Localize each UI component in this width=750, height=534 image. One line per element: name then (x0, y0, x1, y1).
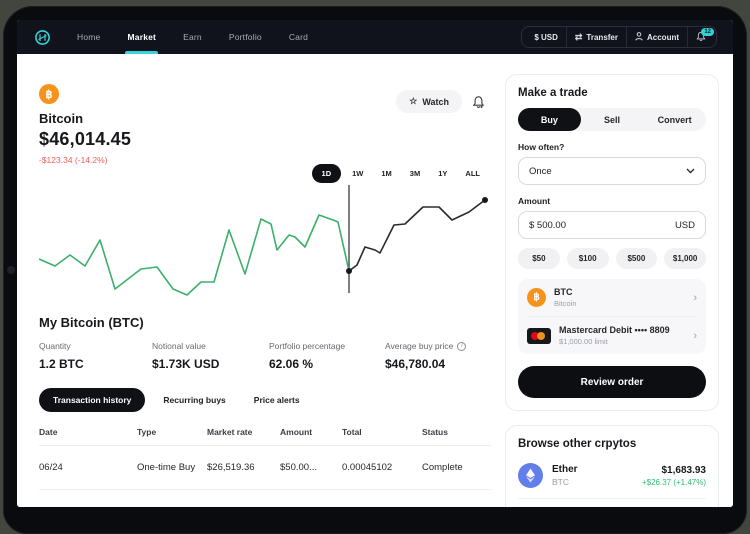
payment-name: Mastercard Debit •••• 8809 (559, 325, 670, 335)
chart-marker-end (482, 197, 488, 203)
buy-tab[interactable]: Buy (518, 108, 581, 131)
asset-detail-panel: ฿ Bitcoin $46,014.45 -$123.34 (-14.2%) ☆… (38, 64, 491, 507)
nav-item-earn[interactable]: Earn (183, 32, 202, 42)
notification-badge: 12 (701, 28, 714, 36)
range-1w[interactable]: 1W (345, 164, 370, 183)
tab-recurring-buys[interactable]: Recurring buys (153, 388, 235, 412)
nav-item-card[interactable]: Card (288, 32, 309, 42)
browse-cryptos-card: Browse other crpytos Ether BTC $1,683.93… (505, 425, 719, 507)
watch-label: Watch (422, 96, 449, 107)
how-often-label: How often? (518, 142, 565, 152)
info-icon[interactable]: i (457, 341, 467, 351)
amount-currency-label: USD (674, 219, 695, 231)
chart-marker-current (346, 268, 352, 274)
transaction-table: Date Type Market rate Amount Total Statu… (39, 420, 491, 507)
crypto-row-ether[interactable]: Ether BTC $1,683.93 +$26.37 (+1.47%) (518, 453, 706, 498)
nav-item-home[interactable]: Home (77, 32, 101, 42)
chart-projection-line (348, 199, 486, 272)
mastercard-icon (527, 327, 551, 344)
account-label: Account (647, 32, 679, 42)
quick-amount-1000[interactable]: $1,000 (664, 248, 706, 269)
tablet-side-button (7, 266, 15, 274)
payment-limit: $1,000.00 limit (559, 337, 608, 346)
price-alert-bell-button[interactable] (470, 93, 487, 111)
holdings-stats: Quantity 1.2 BTC Notional value $1.73K U… (39, 341, 491, 371)
nav-item-portfolio[interactable]: Portfolio (228, 32, 262, 42)
app-logo-icon[interactable] (33, 28, 51, 46)
trade-title: Make a trade (518, 87, 588, 99)
range-1y[interactable]: 1Y (431, 164, 454, 183)
top-nav: Home Market Earn Portfolio Card $ USD ⇄ … (17, 20, 733, 54)
chevron-right-icon: › (693, 329, 697, 342)
nav-utility-group: $ USD ⇄ Transfer Account 12 (521, 26, 717, 48)
asset-select-row[interactable]: ฿ BTC Bitcoin › (527, 279, 697, 316)
holdings-tabs: Transaction history Recurring buys Price… (39, 388, 491, 412)
stat-average-buy-price: Average buy price i $46,780.04 (385, 341, 467, 371)
range-all[interactable]: ALL (458, 164, 487, 183)
price-chart[interactable] (38, 181, 491, 299)
bitcoin-icon: ฿ (527, 288, 546, 307)
make-a-trade-card: Make a trade Buy Sell Convert How often?… (505, 74, 719, 411)
currency-selector[interactable]: $ USD (526, 27, 566, 47)
table-row: 06/24 One-time Buy $26,519.36 $50.00... … (39, 446, 491, 490)
bitcoin-icon: ฿ (39, 84, 59, 104)
crypto-row-uniswap[interactable]: Uniswap UNI $5.34 +$0.0119 (+0.35%) (518, 498, 706, 507)
notifications-button[interactable]: 12 (687, 27, 714, 47)
asset-header: ฿ Bitcoin $46,014.45 -$123.34 (-14.2%) (39, 84, 491, 165)
payment-method-row[interactable]: Mastercard Debit •••• 8809 $1,000.00 lim… (527, 316, 697, 354)
asset-change: -$123.34 (-14.2%) (39, 155, 108, 165)
frequency-value: Once (529, 165, 552, 177)
asset-price: $46,014.45 (39, 129, 132, 149)
nav-item-market[interactable]: Market (125, 20, 158, 54)
main-content: ฿ Bitcoin $46,014.45 -$123.34 (-14.2%) ☆… (17, 54, 733, 507)
quick-amount-100[interactable]: $100 (566, 248, 609, 269)
asset-actions: ☆ Watch (396, 90, 487, 113)
currency-label: $ USD (534, 32, 558, 42)
amount-field-wrap: USD (518, 211, 706, 239)
quick-amount-50[interactable]: $50 (518, 248, 560, 269)
tab-price-alerts[interactable]: Price alerts (244, 388, 310, 412)
bell-plus-icon (472, 95, 485, 108)
table-row: 06/28 Limit Buy $20,300.00 $400.00 0.000… (39, 490, 491, 507)
transfer-label: Transfer (586, 32, 618, 42)
stat-portfolio-percentage: Portfolio percentage 62.06 % (269, 341, 346, 371)
sidebar-panel: Make a trade Buy Sell Convert How often?… (505, 64, 719, 507)
table-header-row: Date Type Market rate Amount Total Statu… (39, 420, 491, 446)
browse-title: Browse other crpytos (518, 438, 637, 450)
transfer-icon: ⇄ (574, 31, 583, 42)
chart-history-line (38, 214, 350, 296)
transfer-button[interactable]: ⇄ Transfer (565, 27, 626, 47)
quick-amounts: $50 $100 $500 $1,000 (518, 248, 706, 269)
asset-fullname: Bitcoin (554, 299, 577, 308)
ether-icon (518, 463, 543, 488)
app-screen: Home Market Earn Portfolio Card $ USD ⇄ … (17, 20, 733, 507)
time-range-selector: 1D 1W 1M 3M 1Y ALL (311, 164, 487, 183)
chevron-down-icon (686, 168, 695, 174)
review-order-button[interactable]: Review order (518, 366, 706, 398)
range-1d[interactable]: 1D (311, 164, 342, 183)
trade-mode-segment: Buy Sell Convert (518, 108, 706, 131)
tab-transaction-history[interactable]: Transaction history (39, 388, 146, 412)
tablet-frame: Home Market Earn Portfolio Card $ USD ⇄ … (3, 6, 747, 534)
frequency-select[interactable]: Once (518, 157, 706, 185)
nav-links: Home Market Earn Portfolio Card (77, 20, 308, 54)
account-button[interactable]: Account (626, 27, 687, 47)
star-icon: ☆ (409, 96, 418, 106)
stat-notional-value: Notional value $1.73K USD (152, 341, 220, 371)
quick-amount-500[interactable]: $500 (615, 248, 658, 269)
convert-tab[interactable]: Convert (643, 108, 706, 131)
stat-quantity: Quantity 1.2 BTC (39, 341, 84, 371)
range-1m[interactable]: 1M (374, 164, 398, 183)
amount-label: Amount (518, 196, 551, 206)
sell-tab[interactable]: Sell (581, 108, 644, 131)
range-3m[interactable]: 3M (403, 164, 427, 183)
account-icon (635, 31, 643, 43)
watch-button[interactable]: ☆ Watch (396, 90, 462, 113)
chevron-right-icon: › (693, 291, 697, 304)
trade-selection-card: ฿ BTC Bitcoin › Mastercard Debit •••• 88… (518, 279, 706, 354)
amount-input[interactable] (529, 219, 646, 231)
holdings-title: My Bitcoin (BTC) (39, 315, 144, 330)
asset-name: Bitcoin (39, 111, 84, 126)
asset-symbol: BTC (554, 287, 573, 297)
